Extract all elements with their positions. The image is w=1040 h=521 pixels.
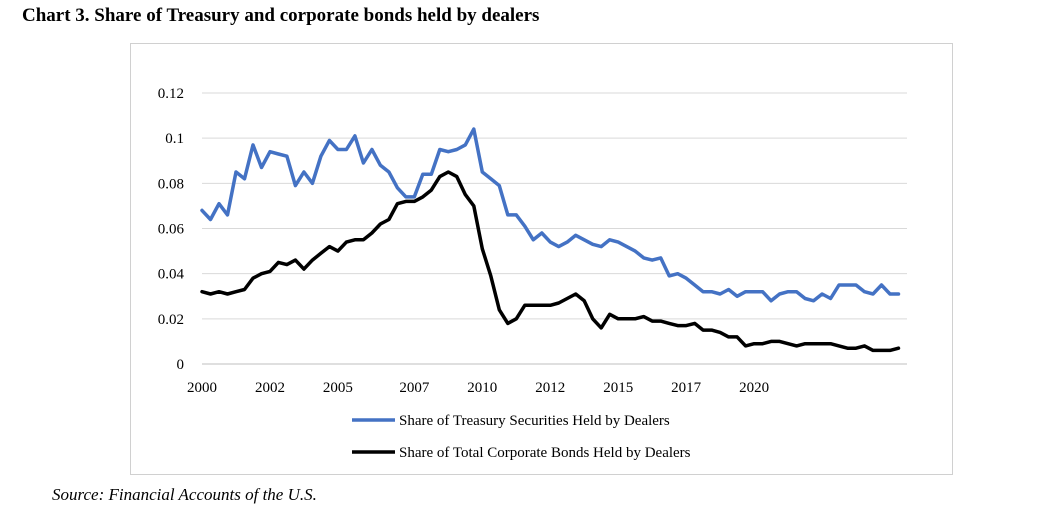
y-tick-label: 0 [177, 357, 185, 373]
legend-label: Share of Treasury Securities Held by Dea… [399, 413, 670, 429]
x-tick-label: 2017 [671, 380, 702, 396]
y-tick-label: 0.12 [158, 86, 184, 102]
chart-area [130, 43, 953, 475]
x-tick-label: 2020 [739, 380, 769, 396]
x-tick-label: 2015 [603, 380, 633, 396]
legend-label: Share of Total Corporate Bonds Held by D… [399, 445, 691, 461]
y-tick-label: 0.04 [158, 267, 185, 283]
series-lines [200, 127, 901, 353]
chart-title: Chart 3. Share of Treasury and corporate… [22, 5, 540, 26]
x-tick-label: 2012 [535, 380, 565, 396]
source-note: Source: Financial Accounts of the U.S. [52, 485, 317, 504]
x-tick-label: 2007 [399, 380, 430, 396]
axes: 0 0.02 0.04 0.06 0.08 0.1 0.12 2000 2002 2005 2007… [158, 86, 907, 396]
y-tick-label: 0.06 [158, 222, 185, 238]
x-tick-label: 2000 [187, 380, 217, 396]
y-tick-label: 0.1 [165, 131, 184, 147]
series-line-corporate [200, 170, 901, 353]
series-line-treasury [200, 127, 901, 303]
grid-lines [202, 92, 907, 320]
x-tick-label: 2002 [255, 380, 285, 396]
x-tick-label: 2005 [323, 380, 353, 396]
y-tick-label: 0.08 [158, 176, 184, 192]
y-tick-label: 0.02 [158, 312, 184, 328]
x-tick-label: 2010 [467, 380, 497, 396]
legend: Share of Treasury Securities Held by Dea… [352, 413, 691, 461]
